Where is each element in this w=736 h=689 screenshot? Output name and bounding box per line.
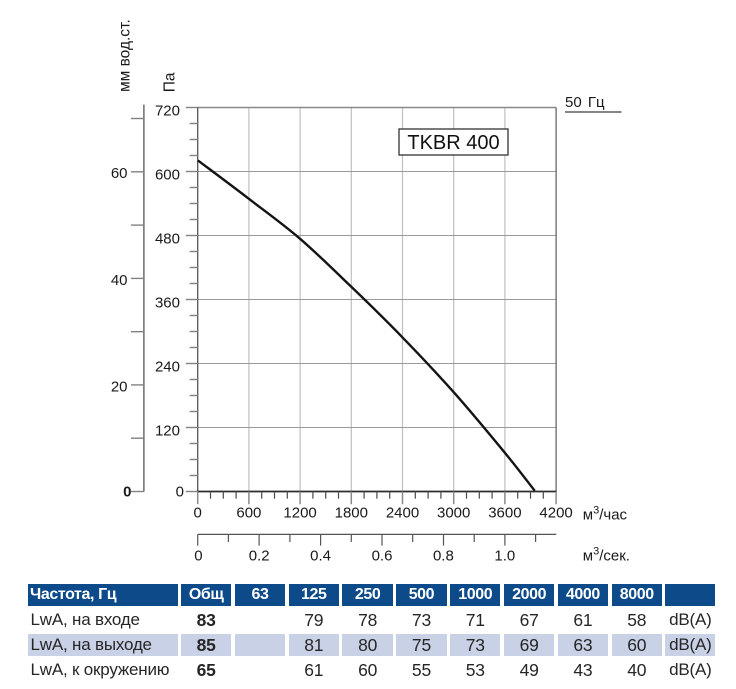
svg-text:0.2: 0.2 [249,547,270,564]
svg-text:720: 720 [155,102,180,119]
svg-text:50 Гц: 50 Гц [565,94,605,111]
svg-text:м3/час: м3/час [583,505,628,524]
svg-text:60: 60 [111,165,128,182]
svg-text:3600: 3600 [488,504,521,521]
svg-text:0: 0 [123,483,131,500]
svg-text:0: 0 [194,504,202,521]
svg-text:240: 240 [155,358,180,375]
svg-text:TKBR 400: TKBR 400 [407,132,499,154]
svg-text:20: 20 [111,378,128,395]
svg-text:Па: Па [162,72,179,92]
svg-text:0: 0 [194,547,202,564]
svg-text:4200: 4200 [539,504,572,521]
svg-text:1200: 1200 [283,504,316,521]
svg-text:480: 480 [155,230,180,247]
svg-text:1.0: 1.0 [494,547,515,564]
svg-text:360: 360 [155,294,180,311]
svg-text:м3/сек.: м3/сек. [583,545,630,564]
svg-text:120: 120 [155,422,180,439]
svg-text:0.6: 0.6 [372,547,393,564]
svg-text:3000: 3000 [437,504,470,521]
svg-text:1800: 1800 [335,504,368,521]
svg-text:600: 600 [236,504,261,521]
svg-text:40: 40 [111,272,128,289]
svg-text:2400: 2400 [386,504,419,521]
svg-text:мм вод.ст.: мм вод.ст. [117,19,134,92]
svg-text:600: 600 [155,166,180,183]
svg-text:0.8: 0.8 [433,547,454,564]
svg-text:0.4: 0.4 [310,547,331,564]
svg-text:0: 0 [176,483,184,500]
